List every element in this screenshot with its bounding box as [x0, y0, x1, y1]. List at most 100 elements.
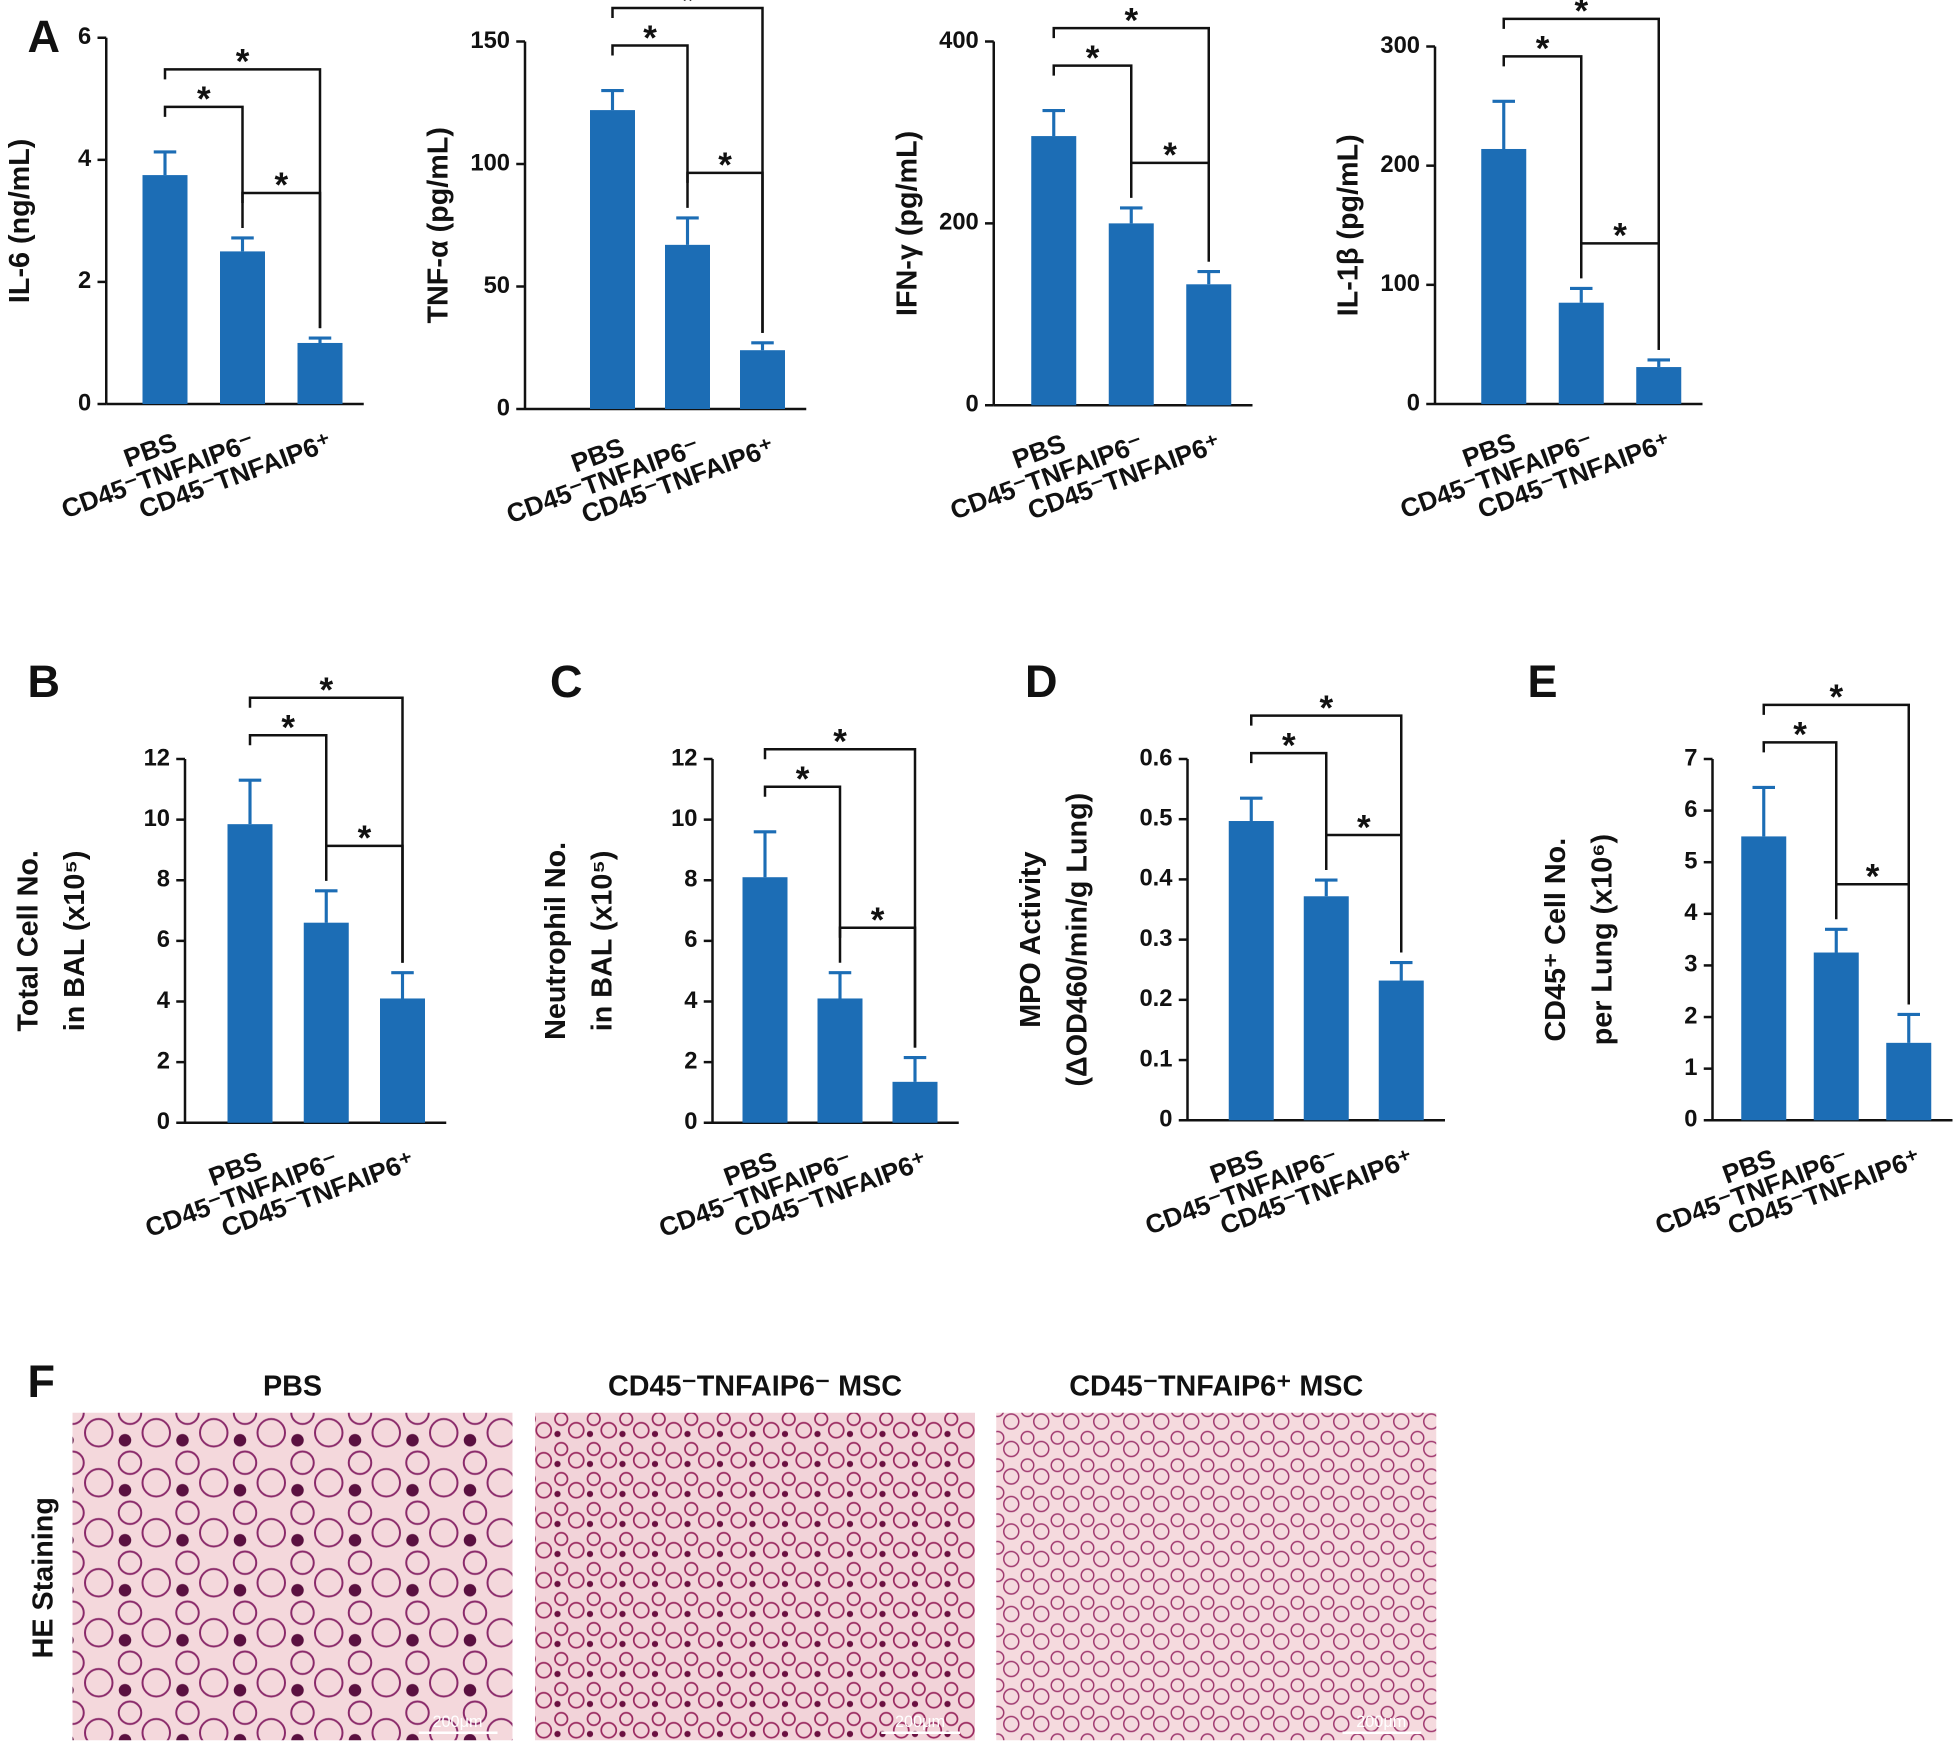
image-title: CD45⁻TNFAIP6⁻ MSC [608, 1370, 902, 1402]
y-axis-label: IL-6 (ng/mL) [4, 139, 36, 303]
significance-star: * [1793, 716, 1807, 755]
bar [892, 1081, 938, 1123]
bar [1378, 980, 1424, 1121]
y-tick-label: 3 [1684, 951, 1697, 978]
bracket [1762, 703, 1910, 1005]
significance-star: * [1536, 30, 1550, 69]
y-tick-label: 0 [1407, 389, 1420, 416]
side-label: HE Staining [28, 1497, 60, 1658]
error-bar [676, 216, 699, 245]
bar [740, 350, 785, 409]
panel-letter: E [1528, 656, 1558, 707]
histology-image [72, 1412, 513, 1741]
bar [380, 998, 425, 1123]
bracket [248, 733, 328, 881]
significance-star: * [833, 723, 847, 762]
y-tick-label: 4 [157, 987, 171, 1014]
bar [1303, 896, 1349, 1121]
significance-star: * [281, 708, 295, 747]
bar [1108, 223, 1154, 406]
y-axis-label: in BAL (x10⁵) [586, 851, 618, 1032]
bar [742, 877, 788, 1123]
error-bar [1647, 358, 1670, 368]
y-axis-label: IL-1β (pg/mL) [1333, 134, 1365, 316]
bracket [1250, 714, 1403, 953]
bracket [163, 105, 244, 228]
bracket [611, 6, 764, 333]
bar [1558, 302, 1604, 404]
panel-letter: F [28, 1356, 56, 1407]
bracket [1762, 741, 1838, 920]
significance-star: * [1574, 0, 1588, 31]
bar [297, 342, 343, 404]
y-tick-label: 2 [684, 1047, 697, 1074]
panel-letter: C [550, 656, 583, 707]
y-tick-label: 6 [1684, 796, 1697, 823]
y-tick-label: 150 [470, 27, 510, 54]
error-bar [1390, 960, 1413, 981]
y-tick-label: 0.6 [1139, 744, 1172, 771]
significance-star: * [274, 166, 288, 205]
y-axis-label: MPO Activity [1015, 851, 1047, 1027]
y-tick-label: 0 [497, 394, 510, 421]
error-bar [315, 889, 338, 923]
error-bar [238, 778, 262, 825]
bar [142, 175, 188, 404]
significance-star: * [358, 819, 372, 858]
y-tick-label: 12 [144, 744, 170, 771]
significance-star: * [236, 43, 250, 82]
y-tick-label: 100 [1380, 270, 1420, 297]
image-title: CD45⁻TNFAIP6⁺ MSC [1069, 1370, 1363, 1402]
bar [303, 922, 349, 1123]
significance-star: * [1282, 726, 1296, 765]
y-axis-label: IFN-γ (pg/mL) [891, 131, 923, 316]
error-bar [1570, 286, 1593, 303]
histology-image [996, 1412, 1437, 1741]
y-tick-label: 0.2 [1139, 985, 1172, 1012]
significance-star: * [871, 901, 885, 940]
y-tick-label: 4 [78, 145, 92, 172]
significance-star: * [681, 0, 695, 20]
error-bar [153, 150, 177, 176]
bar [590, 110, 635, 409]
y-tick-label: 10 [671, 805, 697, 832]
y-tick-label: 4 [684, 987, 698, 1014]
y-axis-label: in BAL (x10⁵) [59, 851, 91, 1032]
error-bar [1752, 785, 1775, 837]
y-axis-label: Neutrophil No. [540, 842, 572, 1040]
y-tick-label: 0.3 [1139, 925, 1172, 952]
y-tick-label: 6 [78, 23, 91, 50]
y-tick-label: 0 [1684, 1106, 1697, 1133]
significance-star: * [643, 19, 657, 58]
significance-star: * [718, 146, 732, 185]
scale-label: 200μm [1356, 1713, 1406, 1731]
bracket [763, 748, 917, 1048]
y-tick-label: 0 [78, 389, 91, 416]
error-bar [1897, 1012, 1920, 1043]
significance-star: * [796, 760, 810, 799]
y-tick-label: 10 [144, 805, 170, 832]
bracket [611, 44, 689, 208]
error-bar [1240, 796, 1263, 822]
y-axis-label: (ΔOD460/min/g Lung) [1061, 793, 1093, 1087]
y-tick-label: 0 [157, 1108, 170, 1135]
y-axis-label: CD45⁺ Cell No. [1540, 838, 1572, 1042]
bracket [763, 785, 842, 963]
significance-star: * [1613, 217, 1627, 256]
y-tick-label: 100 [470, 149, 510, 176]
y-tick-label: 4 [1684, 899, 1698, 926]
bar [1031, 136, 1077, 406]
y-tick-label: 7 [1684, 744, 1697, 771]
bar [1636, 367, 1682, 404]
y-tick-label: 8 [157, 866, 170, 893]
bar [1481, 148, 1527, 404]
bar [817, 998, 863, 1123]
error-bar [231, 236, 254, 252]
bracket [1502, 17, 1660, 350]
image-title: PBS [263, 1370, 322, 1402]
significance-star: * [1086, 39, 1100, 78]
error-bar [1197, 270, 1220, 285]
panel-letter: A [28, 11, 61, 62]
bracket [1052, 26, 1210, 262]
bracket [248, 696, 404, 963]
